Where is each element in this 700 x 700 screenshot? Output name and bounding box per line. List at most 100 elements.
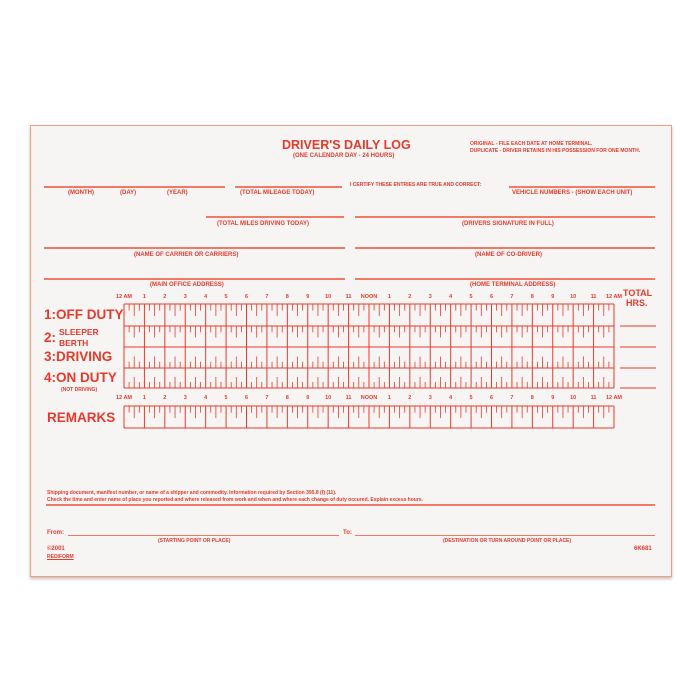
total-mileage-label: (TOTAL MILEAGE TODAY)	[240, 190, 315, 196]
co-driver-line[interactable]	[355, 247, 655, 249]
hour-label: 8	[285, 294, 289, 300]
hour-label: 9	[551, 294, 555, 300]
hour-label: 9	[306, 294, 310, 300]
hour-label: 12 AM	[606, 395, 622, 401]
not-driving-note: (NOT DRIVING)	[61, 387, 98, 393]
hour-label: 2	[408, 294, 412, 300]
form-subtitle: (ONE CALENDAR DAY - 24 HOURS)	[293, 153, 395, 159]
year-label: (YEAR)	[167, 190, 188, 196]
hour-label: 1	[387, 395, 391, 401]
hour-label: 11	[590, 294, 597, 300]
hour-label: 5	[224, 395, 228, 401]
form-title: DRIVER'S DAILY LOG	[282, 138, 411, 152]
destination-label: (DESTINATION OR TURN AROUND POINT OR PLA…	[443, 538, 572, 544]
hour-label: 6	[489, 294, 494, 300]
hour-label: NOON	[360, 395, 378, 401]
hour-label: 4	[449, 395, 453, 401]
hour-label: 12 AM	[606, 294, 622, 300]
copy-note-duplicate: DUPLICATE - DRIVER RETAINS IN HIS POSSES…	[470, 148, 641, 154]
hour-label: 7	[510, 395, 514, 401]
hour-label: 5	[469, 294, 473, 300]
month-label: (MONTH)	[68, 190, 94, 196]
hour-label: 10	[325, 294, 332, 300]
hour-label: 2	[163, 395, 167, 401]
status-label: OFF DUTY	[56, 307, 124, 322]
status-off-duty: 1:OFF DUTY	[44, 307, 124, 322]
hour-label: 4	[204, 395, 208, 401]
total-miles-driving-label: (TOTAL MILES DRIVING TODAY)	[217, 221, 310, 227]
main-office-label: (MAIN OFFICE ADDRESS)	[150, 282, 224, 288]
hour-label: 7	[265, 294, 269, 300]
hour-label: 12 AM	[116, 294, 132, 300]
date-field-line[interactable]	[44, 186, 225, 188]
hour-label: 2	[408, 395, 412, 401]
status-label: DRIVING	[56, 349, 113, 364]
status-driving: 3:DRIVING	[44, 349, 112, 364]
hour-label: 8	[530, 294, 534, 300]
hour-label: 11	[345, 395, 352, 401]
hour-label: 10	[570, 395, 577, 401]
hour-label: 3	[428, 395, 432, 401]
form-number: 6K681	[634, 546, 652, 552]
hour-label: 5	[224, 294, 228, 300]
carrier-label: (NAME OF CARRIER OR CARRIERS)	[134, 252, 239, 258]
instructions-line-2: Check the time and enter name of place y…	[47, 497, 423, 503]
hour-label: 3	[183, 395, 187, 401]
carrier-line[interactable]	[44, 247, 345, 249]
hour-label: 8	[530, 395, 534, 401]
hour-label: 10	[325, 395, 332, 401]
to-field-line[interactable]	[355, 535, 655, 536]
hour-label: 11	[590, 395, 597, 401]
status-on-duty: 4:ON DUTY	[44, 370, 117, 385]
total-miles-driving-line[interactable]	[206, 216, 344, 218]
hour-label: 1	[387, 294, 391, 300]
copy-note-original: ORIGINAL - FILE EACH DATE AT HOME TERMIN…	[470, 141, 593, 147]
signature-line[interactable]	[355, 216, 655, 218]
hour-label: 5	[469, 395, 473, 401]
hour-label: 12 AM	[116, 395, 132, 401]
from-field-line[interactable]	[68, 535, 339, 536]
daily-log-form	[30, 125, 672, 577]
remarks-label: REMARKS	[47, 410, 116, 425]
status-sleeper-label: SLEEPER	[59, 327, 99, 337]
to-label: To:	[343, 530, 352, 536]
starting-point-label: (STARTING POINT OR PLACE)	[158, 538, 231, 544]
vehicle-numbers-label: VEHICLE NUMBERS - (SHOW EACH UNIT)	[512, 190, 633, 196]
co-driver-label: (NAME OF CO-DRIVER)	[475, 252, 542, 258]
hour-label: 8	[285, 395, 289, 401]
copyright: ©2001	[47, 546, 65, 552]
hour-label: 9	[551, 395, 555, 401]
hour-label: 3	[183, 294, 187, 300]
hour-label: 6	[244, 395, 249, 401]
total-mileage-line[interactable]	[235, 186, 342, 188]
status-number: 1:	[44, 307, 57, 322]
vehicle-numbers-line[interactable]	[509, 186, 655, 188]
brand-logo: REDIFORM	[47, 554, 74, 560]
certify-text: I CERTIFY THESE ENTRIES ARE TRUE AND COR…	[350, 182, 482, 188]
hrs-label: HRS.	[626, 298, 648, 308]
status-number: 4:	[44, 370, 57, 385]
hour-label: 1	[142, 395, 146, 401]
instructions-line-1: Shipping document, manifest number, or n…	[47, 490, 337, 496]
home-terminal-line[interactable]	[355, 278, 655, 280]
hour-label: 11	[345, 294, 352, 300]
signature-label: (DRIVERS SIGNATURE IN FULL)	[462, 221, 554, 227]
total-label: TOTAL	[623, 288, 653, 298]
hour-label: 4	[449, 294, 453, 300]
status-sleeper-number: 2:	[44, 330, 57, 345]
hour-label: 9	[306, 395, 310, 401]
hour-label: NOON	[360, 294, 378, 300]
hour-label: 10	[570, 294, 577, 300]
status-berth-label: BERTH	[59, 338, 89, 348]
hour-label: 2	[163, 294, 167, 300]
hour-label: 6	[244, 294, 249, 300]
main-office-line[interactable]	[44, 278, 345, 280]
hour-label: 1	[142, 294, 146, 300]
status-label: ON DUTY	[56, 370, 117, 385]
remarks-divider	[46, 504, 655, 506]
hour-label: 7	[510, 294, 514, 300]
hour-label: 6	[489, 395, 494, 401]
from-label: From:	[47, 530, 64, 536]
hour-label: 3	[428, 294, 432, 300]
